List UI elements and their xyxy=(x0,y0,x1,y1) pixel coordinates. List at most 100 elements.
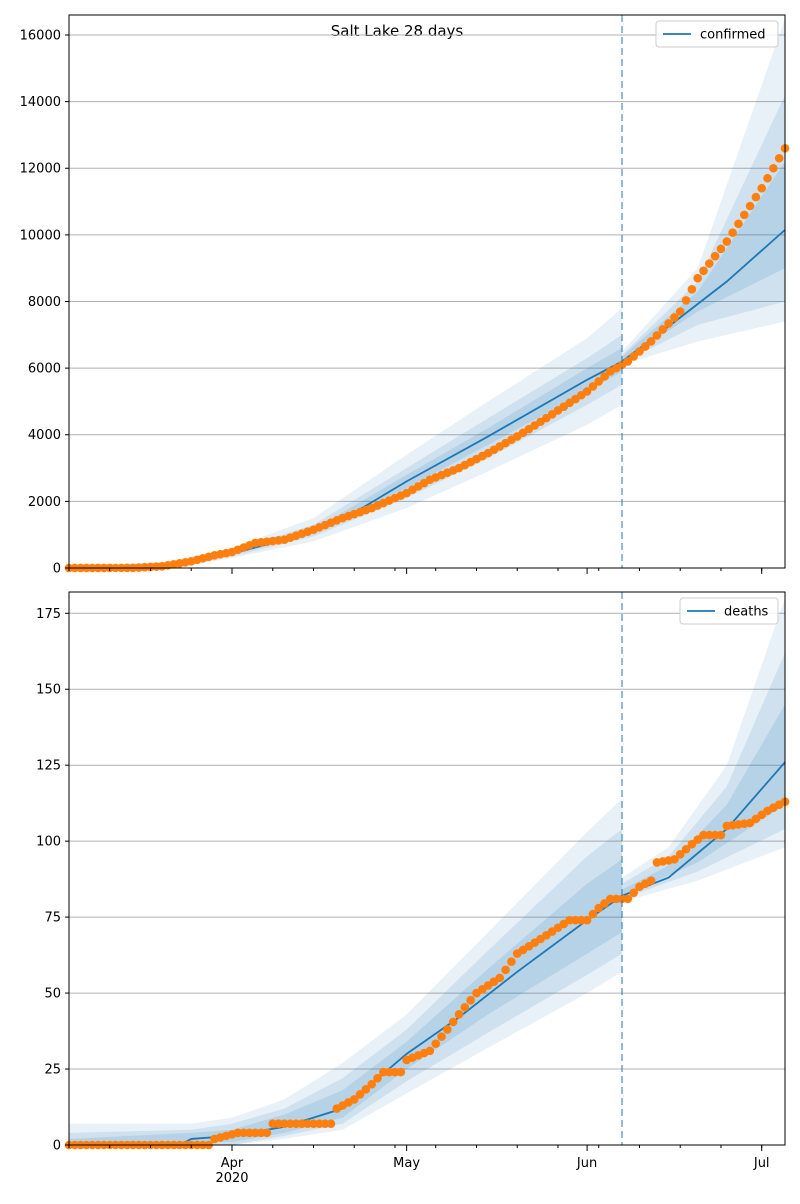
observed-point xyxy=(681,844,691,854)
observed-point xyxy=(774,153,784,163)
observed-point xyxy=(710,251,720,261)
observed-point xyxy=(670,313,679,322)
observed-point xyxy=(687,839,697,849)
observed-point xyxy=(728,228,737,237)
observed-point xyxy=(367,1079,376,1089)
observed-point xyxy=(454,1010,464,1019)
x-tick-label: May xyxy=(393,1156,420,1171)
legend-label: confirmed xyxy=(700,28,766,43)
y-tick-label: 25 xyxy=(44,1063,61,1078)
band-middle xyxy=(69,652,785,1145)
y-tick-label: 14000 xyxy=(20,95,61,110)
observed-point xyxy=(326,1119,336,1129)
x-tick-sublabel: 2020 xyxy=(215,1171,248,1186)
observed-point xyxy=(582,915,592,925)
observed-point xyxy=(652,331,662,340)
observed-point xyxy=(675,850,685,859)
axes-frame xyxy=(68,591,786,1146)
legend-label: deaths xyxy=(724,605,769,620)
observed-point xyxy=(635,347,644,356)
observed-point xyxy=(594,377,604,386)
y-tick-label: 125 xyxy=(36,759,61,774)
observed-point xyxy=(507,957,516,966)
x-tick-label: Jun xyxy=(576,1156,597,1171)
y-tick-label: 4000 xyxy=(28,428,61,443)
y-tick-label: 175 xyxy=(36,607,61,622)
y-tick-label: 150 xyxy=(36,683,61,698)
observed-point xyxy=(681,296,691,305)
x-tick-label: Apr xyxy=(221,1156,244,1171)
observed-point xyxy=(693,835,702,844)
y-tick-label: 16000 xyxy=(20,28,61,43)
y-tick-label: 12000 xyxy=(20,162,61,177)
band-inner xyxy=(69,161,785,568)
observed-point xyxy=(396,1067,406,1077)
y-tick-label: 0 xyxy=(53,562,61,577)
chart-title: Salt Lake 28 days xyxy=(331,22,464,40)
observed-point xyxy=(262,1128,272,1138)
band-outer xyxy=(69,18,785,569)
observed-point xyxy=(629,888,638,898)
observed-point xyxy=(646,876,656,885)
observed-point xyxy=(443,1025,452,1034)
observed-point xyxy=(687,284,697,294)
observed-point xyxy=(623,357,633,366)
observed-point xyxy=(600,899,609,908)
band-middle xyxy=(69,94,785,568)
model-line-deaths xyxy=(69,761,786,1146)
observed-point xyxy=(588,909,598,919)
observed-point xyxy=(769,163,778,173)
observed-point xyxy=(373,1073,382,1083)
y-tick-label: 50 xyxy=(44,987,61,1002)
observed-point xyxy=(699,266,708,276)
y-tick-label: 8000 xyxy=(28,295,61,310)
observed-point xyxy=(757,183,767,193)
model-line-confirmed xyxy=(68,229,786,569)
observed-point xyxy=(658,325,668,334)
observed-point xyxy=(349,1095,359,1104)
y-tick-label: 2000 xyxy=(28,495,61,510)
observed-point xyxy=(582,387,592,396)
observed-point xyxy=(588,382,598,391)
observed-point xyxy=(693,273,702,283)
observed-point xyxy=(664,319,673,328)
band-outer xyxy=(69,598,785,1145)
observed-point xyxy=(675,307,685,316)
observed-point xyxy=(437,1032,446,1041)
legend-box xyxy=(679,597,779,625)
panel-confirmed: 0 2000 4000 6000 8000 10000 12000 14000 16000 con… xyxy=(20,14,790,577)
observed-point xyxy=(716,830,726,840)
y-tick-label: 75 xyxy=(44,911,61,926)
observed-point xyxy=(501,965,510,975)
observed-point xyxy=(594,903,604,913)
observed-point xyxy=(460,1002,470,1012)
observed-point xyxy=(722,237,732,246)
observed-point xyxy=(425,1046,435,1056)
observed-point xyxy=(739,210,749,220)
observed-point xyxy=(600,372,609,381)
observed-point xyxy=(448,1017,458,1027)
observed-point xyxy=(745,201,755,211)
y-tick-label: 6000 xyxy=(28,362,61,377)
y-tick-label: 100 xyxy=(36,835,61,850)
observed-point xyxy=(751,192,761,202)
observed-point xyxy=(466,995,475,1005)
observed-point xyxy=(495,973,505,983)
observed-point xyxy=(734,219,743,229)
observed-point xyxy=(361,1084,371,1094)
axes-frame xyxy=(68,14,786,569)
y-tick-label: 0 xyxy=(53,1139,61,1154)
observed-point xyxy=(640,342,650,351)
observed-point xyxy=(355,1090,365,1099)
observed-point xyxy=(623,894,633,904)
observed-point xyxy=(705,259,714,268)
observed-point xyxy=(431,1039,441,1049)
y-tick-label: 10000 xyxy=(20,228,61,243)
observed-point xyxy=(629,352,638,361)
x-tick-label: Jul xyxy=(753,1156,770,1171)
observed-point xyxy=(763,173,772,183)
observed-point xyxy=(646,337,656,346)
